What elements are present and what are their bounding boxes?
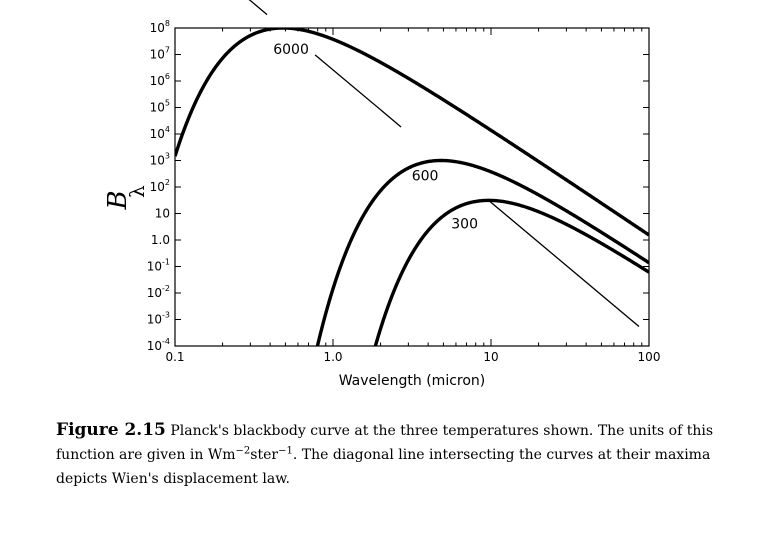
x-tick-label: 10 <box>483 350 498 364</box>
curves <box>175 28 649 346</box>
y-tick-label: 102 <box>150 178 170 194</box>
axis-ticks <box>174 27 650 347</box>
x-axis-label: Wavelength (micron) <box>339 373 486 389</box>
y-axis-label: B λ <box>103 185 149 211</box>
curve-label-6000: 6000 <box>273 42 309 58</box>
y-tick-label: 106 <box>150 72 170 88</box>
x-tick-label: 0.1 <box>165 350 184 364</box>
wien-line-segment <box>488 199 640 327</box>
curve-6000 <box>175 28 649 237</box>
y-tick-label: 10-3 <box>147 311 170 327</box>
x-tick-label: 100 <box>638 350 661 364</box>
y-tick-label: 104 <box>150 125 170 141</box>
y-tick-labels: 10-4 10-3 10-2 10-1 1.0 10 102 103 104 105 106 107 1… <box>147 19 170 353</box>
y-axis-label-subscript: λ <box>125 185 149 198</box>
caption-text-1: Planck's blackbody curve at the three te… <box>56 423 714 463</box>
curve-600 <box>315 158 649 346</box>
wien-displacement-line <box>248 0 640 327</box>
caption-text-3: . The diagonal line intersecting the cur… <box>56 447 711 487</box>
y-tick-label: 108 <box>150 19 170 35</box>
figure-number: Figure 2.15 <box>56 420 166 440</box>
curve-labels: 6000 600 300 <box>273 42 478 232</box>
y-axis-label-main: B <box>103 190 133 210</box>
y-tick-label: 10-4 <box>147 337 170 353</box>
curve-300 <box>373 198 649 346</box>
y-tick-label: 1.0 <box>151 233 170 247</box>
y-tick-label: 10-2 <box>147 284 170 300</box>
planck-chart: 10-4 10-3 10-2 10-1 1.0 10 102 103 104 105 106 107 1… <box>103 0 660 389</box>
x-tick-labels: 0.1 1.0 10 100 <box>165 350 660 364</box>
y-tick-label: 10-1 <box>147 258 170 274</box>
wien-line-segment <box>248 0 268 16</box>
figure-caption: Figure 2.15 Planck's blackbody curve at … <box>56 418 716 491</box>
y-tick-label: 107 <box>150 46 170 62</box>
curve-label-600: 600 <box>412 168 439 184</box>
y-tick-label: 10 <box>155 207 170 221</box>
caption-sup-2: −1 <box>278 445 293 457</box>
y-tick-label: 103 <box>150 152 170 168</box>
wien-line-segment <box>314 54 402 128</box>
curve-label-300: 300 <box>451 216 478 232</box>
caption-text-2: ster <box>250 447 279 463</box>
y-tick-label: 105 <box>150 99 170 115</box>
caption-sup-1: −2 <box>235 445 251 457</box>
x-tick-label: 1.0 <box>323 350 342 364</box>
